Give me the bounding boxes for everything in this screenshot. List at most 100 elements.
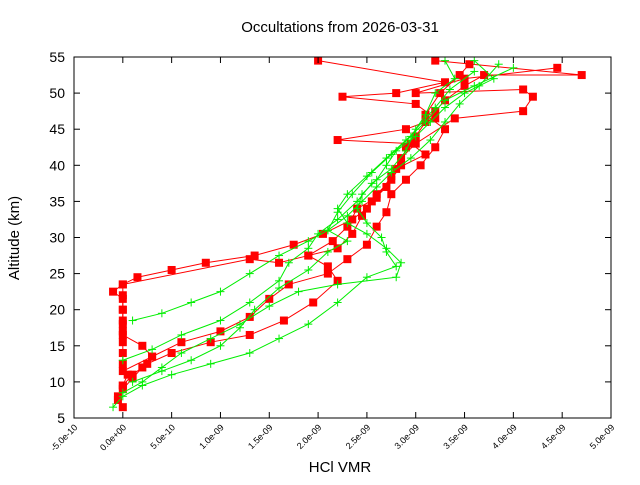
data-point-square xyxy=(519,107,528,116)
data-point-square xyxy=(343,255,352,264)
data-point-plus xyxy=(431,89,440,98)
data-point-plus xyxy=(333,280,342,289)
data-point-plus xyxy=(401,146,410,155)
data-point-square xyxy=(318,229,327,238)
x-tick-label: 3.5e-09 xyxy=(441,422,470,451)
data-point-plus xyxy=(367,168,376,177)
y-axis-label: Altitude (km) xyxy=(6,196,23,280)
data-point-square xyxy=(245,255,254,264)
data-point-plus xyxy=(216,316,225,325)
data-point-square xyxy=(275,258,284,267)
data-point-plus xyxy=(245,269,254,278)
data-point-square xyxy=(553,63,562,72)
data-point-square xyxy=(167,349,176,358)
data-point-square xyxy=(362,240,371,249)
data-point-plus xyxy=(348,190,357,199)
data-point-square xyxy=(431,114,440,123)
y-tick-label: 5 xyxy=(57,410,65,426)
data-point-square xyxy=(309,298,318,307)
data-point-plus xyxy=(333,208,342,217)
data-point-square xyxy=(118,320,127,329)
data-point-plus xyxy=(343,219,352,228)
data-point-plus xyxy=(177,349,186,358)
data-point-plus xyxy=(411,125,420,134)
data-point-plus xyxy=(333,215,342,224)
plot-marks xyxy=(109,56,586,412)
data-point-plus xyxy=(362,219,371,228)
data-point-square xyxy=(431,143,440,152)
data-point-plus xyxy=(343,211,352,220)
data-point-plus xyxy=(362,229,371,238)
data-point-square xyxy=(367,197,376,206)
x-tick-label: 1.5e-09 xyxy=(246,422,275,451)
data-point-square xyxy=(436,89,445,98)
data-point-plus xyxy=(441,56,450,65)
data-point-plus xyxy=(235,323,244,332)
chart-title: Occultations from 2026-03-31 xyxy=(241,19,439,36)
data-point-plus xyxy=(441,103,450,112)
data-point-plus xyxy=(167,370,176,379)
data-point-square xyxy=(441,125,450,134)
data-point-square xyxy=(406,139,415,148)
data-point-square xyxy=(118,291,127,300)
data-point-square xyxy=(372,193,381,202)
data-point-plus xyxy=(431,103,440,112)
data-point-plus xyxy=(275,284,284,293)
data-point-square xyxy=(460,81,469,90)
data-point-plus xyxy=(426,136,435,145)
data-point-square xyxy=(333,244,342,253)
x-tick-label: 2.5e-09 xyxy=(344,422,373,451)
data-point-plus xyxy=(489,74,498,83)
data-point-plus xyxy=(294,287,303,296)
data-point-square xyxy=(128,370,137,379)
data-point-plus xyxy=(157,367,166,376)
data-point-square xyxy=(113,395,122,404)
data-point-square xyxy=(148,352,157,361)
data-point-square xyxy=(279,316,288,325)
data-point-plus xyxy=(128,377,137,386)
data-point-plus xyxy=(358,190,367,199)
data-point-plus xyxy=(245,349,254,358)
x-tick-label: 1.0e-09 xyxy=(197,422,226,451)
data-point-plus xyxy=(275,276,284,285)
data-point-square xyxy=(201,258,210,267)
data-point-square xyxy=(118,403,127,412)
data-point-square xyxy=(348,215,357,224)
data-point-square xyxy=(411,99,420,108)
data-point-square xyxy=(250,251,259,260)
data-point-square xyxy=(167,265,176,274)
data-point-plus xyxy=(128,316,137,325)
data-point-square xyxy=(397,154,406,163)
data-point-plus xyxy=(475,81,484,90)
data-point-plus xyxy=(397,258,406,267)
data-point-square xyxy=(450,114,459,123)
data-point-plus xyxy=(362,273,371,282)
data-point-square xyxy=(143,359,152,368)
x-axis-label: HCl VMR xyxy=(309,459,372,476)
data-point-plus xyxy=(216,287,225,296)
data-point-plus xyxy=(245,298,254,307)
y-tick-label: 30 xyxy=(49,230,65,246)
data-point-square xyxy=(216,327,225,336)
y-tick-label: 55 xyxy=(49,49,65,65)
data-point-plus xyxy=(304,237,313,246)
data-point-plus xyxy=(109,403,118,412)
data-point-square xyxy=(577,71,586,80)
data-point-plus xyxy=(455,99,464,108)
data-point-square xyxy=(441,78,450,87)
data-point-plus xyxy=(138,377,147,386)
data-point-plus xyxy=(157,309,166,318)
data-point-plus xyxy=(382,244,391,253)
data-point-plus xyxy=(387,168,396,177)
data-point-plus xyxy=(304,265,313,274)
data-point-plus xyxy=(509,63,518,72)
data-point-square xyxy=(528,92,537,101)
data-point-plus xyxy=(470,56,479,65)
data-point-plus xyxy=(118,388,127,397)
data-point-plus xyxy=(392,273,401,282)
data-point-plus xyxy=(450,74,459,83)
y-tick-label: 25 xyxy=(49,266,65,282)
data-point-plus xyxy=(406,154,415,163)
data-point-square xyxy=(411,139,420,148)
